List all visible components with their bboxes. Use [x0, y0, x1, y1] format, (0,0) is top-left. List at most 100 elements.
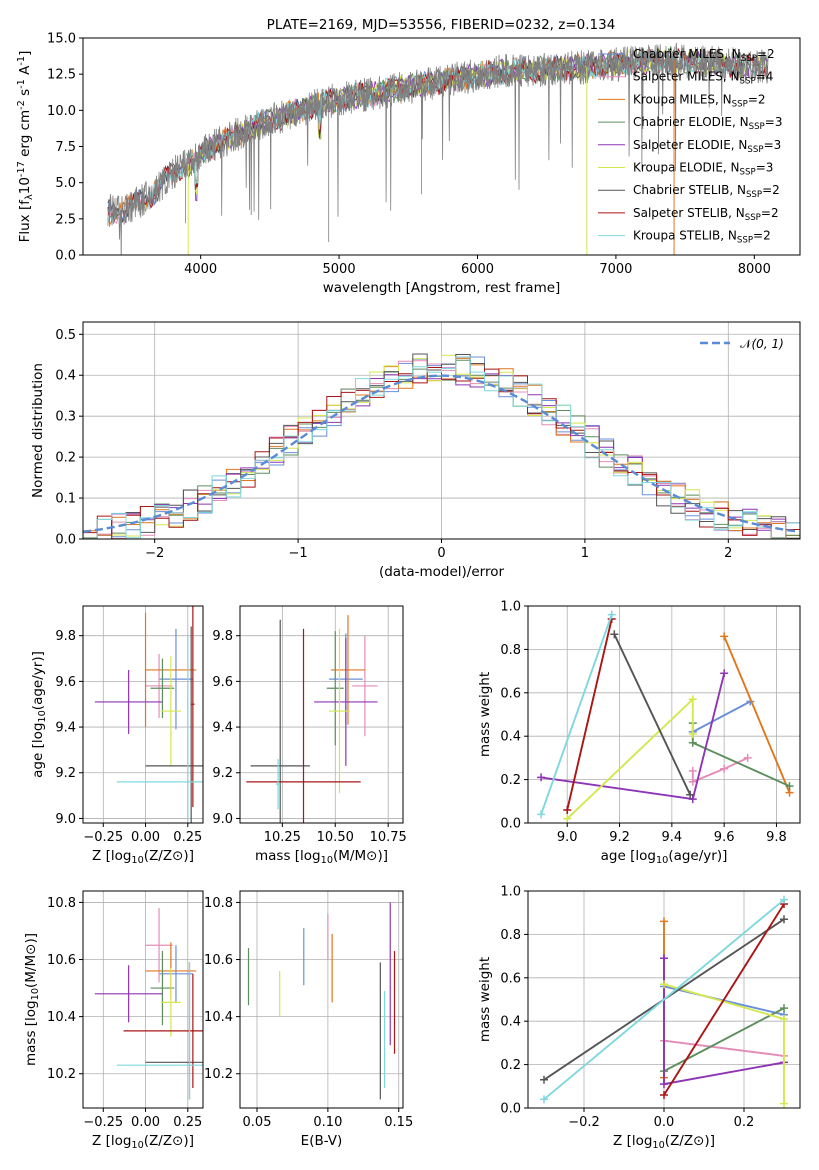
weight-line [663, 1039, 785, 1057]
y-tick-label: 0.6 [500, 971, 521, 986]
y-tick-label: 9.8 [55, 629, 76, 644]
x-tick-label: 9.2 [609, 830, 630, 845]
weight-marker [688, 738, 697, 747]
y-tick-label: 9.8 [212, 629, 233, 644]
legend: Chabrier MILES, NSSP​=2 Salpeter MILES, N… [598, 47, 782, 246]
y-axis-label: Normed distribution [30, 363, 46, 498]
x-tick-label: 0.25 [173, 1115, 202, 1130]
y-tick-label: 9.2 [212, 766, 233, 781]
x-tick-label: 9.4 [662, 830, 683, 845]
weight-marker [660, 980, 668, 989]
y-tick-label: 0.8 [500, 928, 521, 943]
weight-marker [688, 730, 697, 739]
y-tick-label: 0.2 [55, 451, 76, 466]
weight-marker [660, 917, 668, 926]
y-tick-label: 0.3 [55, 410, 76, 425]
axes-frame [82, 605, 204, 824]
axes-age-vs-mass: 10.25 10.50 10.75 9.0 9.2 9.4 9.6 9.8 mass [log1… [212, 605, 407, 866]
axes-mass-vs-Z: −0.25 0.00 0.25 10.2 10.4 10.6 10.8 Z [log10​(Z… [23, 890, 204, 1151]
y-tick-label: 10.6 [204, 953, 233, 968]
chart-title: PLATE=2169, MJD=53556, FIBERID=0232, z=0… [267, 17, 616, 33]
weight-marker [780, 1015, 788, 1024]
y-tick-label: 0.1 [55, 492, 76, 507]
weight-marker [686, 790, 695, 799]
legend-label: Kroupa MILES, NSSP​=2 [633, 92, 766, 109]
weight-marker [688, 795, 697, 804]
x-tick-label: 8000 [738, 262, 771, 277]
weight-marker [563, 805, 572, 814]
y-tick-label: 0.0 [500, 1102, 521, 1117]
y-tick-label: 0.6 [500, 686, 521, 701]
x-tick-label: −0.25 [83, 1115, 123, 1130]
x-tick-label: 1 [581, 546, 589, 561]
y-axis-label: age [log10​(age/yr)] [30, 651, 48, 778]
weight-marker [537, 810, 546, 819]
x-tick-label: 10.25 [264, 830, 301, 845]
weight-marker [660, 1090, 668, 1099]
plot-area [83, 353, 800, 539]
y-tick-label: 9.6 [212, 675, 233, 690]
plot-area [94, 606, 203, 823]
weight-line [540, 614, 613, 815]
x-tick-label: 9.6 [714, 830, 735, 845]
x-tick-label: 0.0 [654, 1115, 675, 1130]
x-tick-label: 0.10 [313, 1115, 342, 1130]
axes-frame [527, 605, 801, 824]
legend-label: Kroupa STELIB, NSSP​=2 [633, 229, 771, 246]
x-axis-label: Z [log10​(Z/Z⊙)] [92, 1133, 194, 1151]
y-tick-label: 10.2 [204, 1067, 233, 1082]
y-tick-label: 10.4 [204, 1010, 233, 1025]
x-axis-label: Z [log10​(Z/Z⊙)] [92, 848, 194, 866]
x-tick-label: 0.05 [243, 1115, 272, 1130]
plot-area [107, 42, 769, 255]
weight-marker [688, 695, 697, 704]
y-tick-label: 0.0 [55, 249, 76, 264]
x-tick-label: 5000 [323, 262, 356, 277]
y-tick-label: 0.2 [500, 773, 521, 788]
legend-label: Chabrier MILES, NSSP​=2 [633, 47, 775, 64]
x-tick-label: −0.2 [568, 1115, 600, 1130]
y-tick-label: 0.8 [500, 643, 521, 658]
x-tick-label: 0.00 [131, 1115, 160, 1130]
axes-weight-vs-age: 9.0 9.2 9.4 9.6 9.8 0.0 0.2 0.4 0.6 0.8 1.0 age [lo… [477, 600, 801, 866]
x-tick-label: 0 [437, 546, 445, 561]
weight-line [543, 898, 785, 1101]
x-tick-label: 4000 [184, 262, 217, 277]
weight-line [566, 618, 613, 811]
x-tick-label: 9.8 [766, 830, 787, 845]
weight-line [663, 903, 785, 1096]
y-tick-label: 9.4 [55, 721, 76, 736]
weight-marker [660, 1080, 668, 1089]
y-tick-label: 10.4 [47, 1010, 76, 1025]
axes-weight-vs-Z: −0.2 0.0 0.2 0.0 0.2 0.4 0.6 0.8 1.0 Z [log10​(Z/… [477, 885, 801, 1151]
weight-marker [720, 632, 729, 641]
y-axis-label: mass [log10​(M/M⊙)] [23, 933, 41, 1066]
y-tick-label: 9.4 [212, 721, 233, 736]
weight-marker [720, 669, 729, 678]
axes-frame [239, 890, 404, 1109]
y-tick-label: 9.2 [55, 766, 76, 781]
x-axis-label: wavelength [Angstrom, rest frame] [323, 280, 561, 296]
legend-label: Chabrier ELODIE, NSSP​=3 [633, 115, 782, 132]
plot-area [537, 610, 794, 823]
legend: 𝒩(0, 1) [700, 337, 784, 351]
y-tick-label: 12.5 [47, 68, 76, 83]
legend-label: Salpeter ELODIE, NSSP​=3 [633, 138, 781, 155]
legend-label: Kroupa ELODIE, NSSP​=3 [633, 161, 773, 178]
weight-marker [780, 1099, 788, 1108]
y-axis-label: mass weight [477, 672, 493, 757]
y-tick-label: 0.4 [500, 1015, 521, 1030]
axes-residuals: −2 −1 0 1 2 0.0 0.1 0.2 0.3 0.4 0.5 (data-model)/er… [30, 321, 801, 580]
x-tick-label: −2 [145, 546, 164, 561]
legend-label: Salpeter MILES, NSSP​=4 [633, 70, 773, 87]
y-tick-label: 5.0 [55, 176, 76, 191]
y-tick-label: 15.0 [47, 32, 76, 47]
residual-histogram [83, 353, 800, 539]
plot-area [246, 615, 378, 823]
y-tick-label: 10.8 [47, 896, 76, 911]
y-tick-label: 0.4 [500, 730, 521, 745]
axes-mass-vs-EBV: 0.05 0.10 0.15 10.2 10.4 10.6 10.8 E(B-V) [204, 890, 413, 1149]
weight-marker [785, 782, 794, 791]
x-tick-label: 0.15 [384, 1115, 413, 1130]
residual-histogram [83, 367, 800, 539]
